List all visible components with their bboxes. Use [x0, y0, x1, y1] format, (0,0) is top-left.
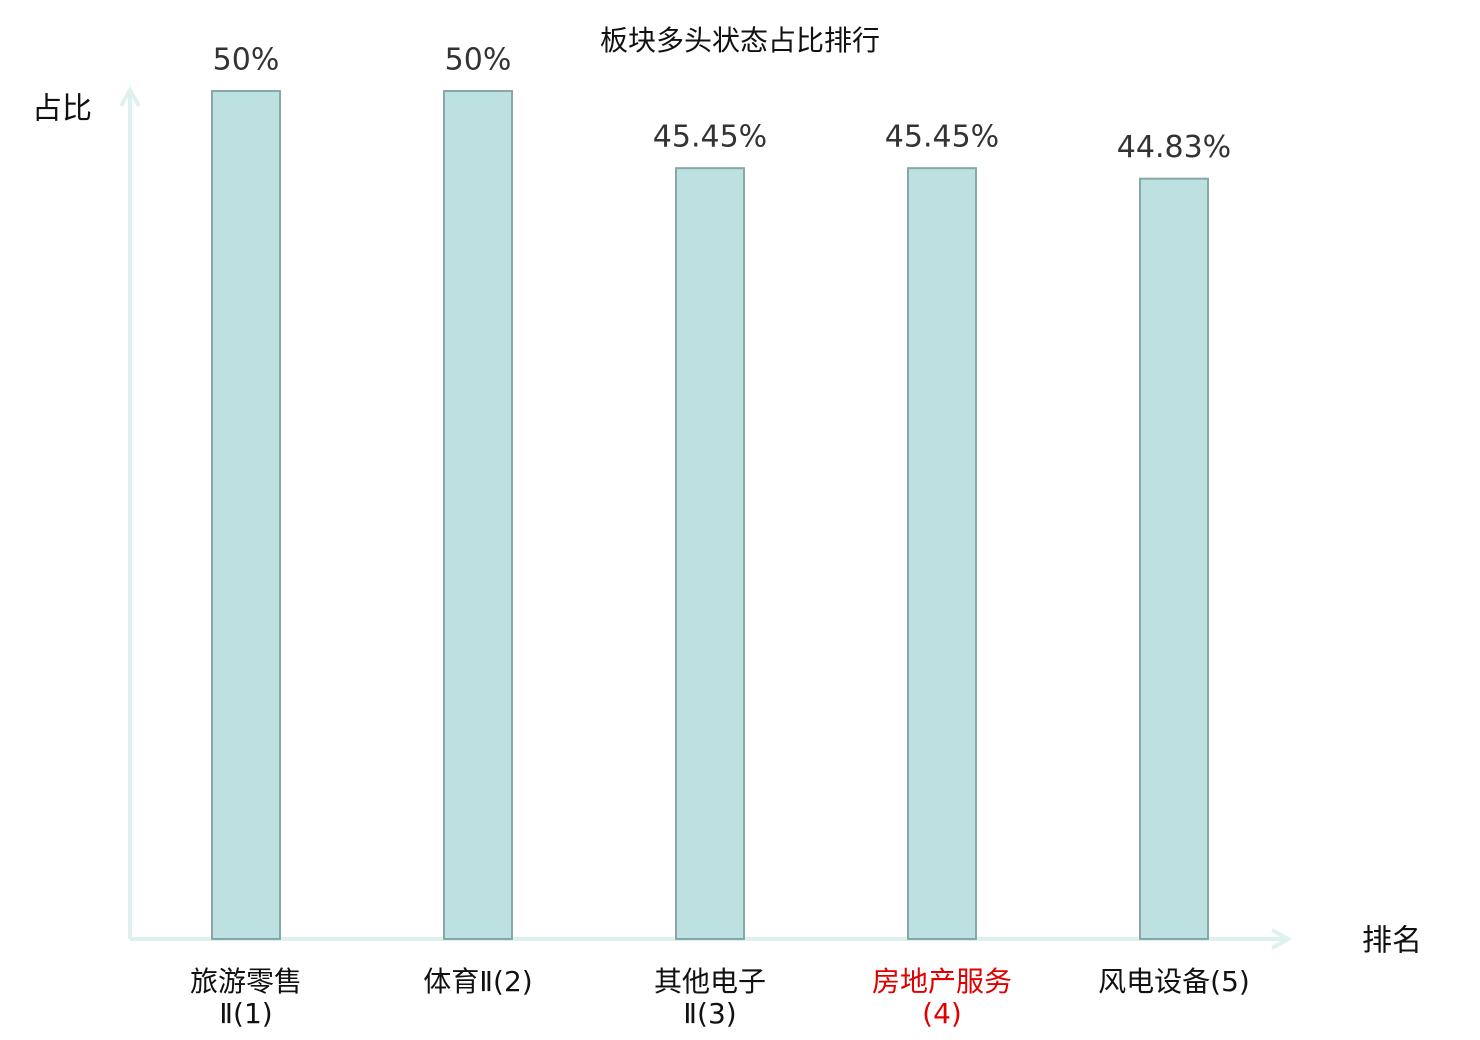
bar — [443, 90, 513, 940]
bar — [211, 90, 281, 940]
value-label: 50% — [445, 43, 512, 78]
value-label: 45.45% — [885, 120, 999, 155]
value-label: 45.45% — [653, 120, 767, 155]
y-axis-label: 占比 — [32, 92, 92, 127]
chart-title: 板块多头状态占比排行 — [600, 24, 880, 57]
x-arrow — [1271, 928, 1293, 950]
bar — [675, 167, 745, 940]
bar — [907, 167, 977, 940]
x-axis-label: 排名 — [1362, 924, 1422, 959]
value-label: 44.83% — [1117, 130, 1231, 165]
bar — [1139, 177, 1209, 940]
value-label: 50% — [213, 43, 280, 78]
x-tick-label: 其他电子Ⅱ(3) — [653, 965, 766, 1030]
x-tick-label: 旅游零售Ⅱ(1) — [189, 965, 302, 1030]
y-arrow — [119, 85, 141, 107]
x-tick-label: 体育Ⅱ(2) — [423, 965, 533, 998]
x-tick-label: 风电设备(5) — [1098, 965, 1250, 998]
x-tick-label: 房地产服务(4) — [871, 965, 1012, 1030]
